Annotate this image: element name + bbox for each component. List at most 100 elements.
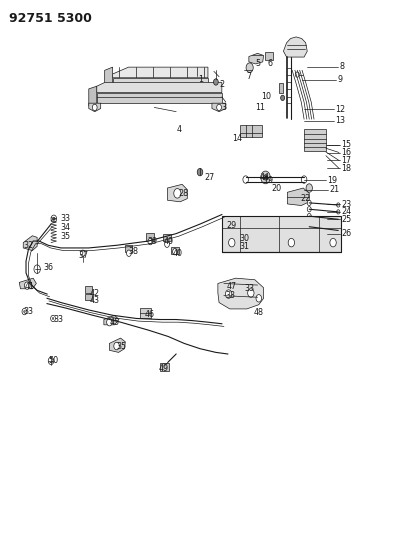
Text: 2: 2 (219, 80, 224, 89)
Text: 48: 48 (254, 308, 264, 317)
Circle shape (229, 238, 235, 247)
Bar (125, 245, 132, 252)
Text: 15: 15 (341, 140, 351, 149)
Polygon shape (222, 216, 341, 252)
Text: 22: 22 (300, 194, 310, 203)
Circle shape (226, 294, 228, 296)
Polygon shape (104, 316, 119, 325)
Circle shape (214, 79, 218, 85)
Text: 10: 10 (262, 92, 272, 101)
Text: 18: 18 (341, 164, 351, 173)
Text: 35: 35 (116, 342, 127, 351)
Polygon shape (110, 338, 125, 352)
Circle shape (281, 95, 285, 101)
Text: 31: 31 (240, 243, 250, 252)
Text: 21: 21 (329, 185, 339, 194)
Bar (85, 294, 92, 301)
Text: 28: 28 (178, 189, 188, 198)
Polygon shape (212, 103, 226, 112)
Text: 36: 36 (43, 263, 53, 272)
Circle shape (288, 238, 294, 247)
Circle shape (34, 265, 40, 273)
Text: 33: 33 (60, 214, 70, 223)
Text: 11: 11 (256, 103, 266, 112)
Circle shape (162, 364, 167, 371)
Circle shape (225, 292, 229, 298)
Polygon shape (249, 53, 264, 64)
Text: 33: 33 (53, 315, 63, 324)
Text: 6: 6 (268, 60, 272, 68)
Circle shape (51, 316, 56, 321)
Text: 47: 47 (227, 281, 237, 290)
Text: 23: 23 (341, 200, 351, 209)
Circle shape (197, 168, 203, 176)
Text: 42: 42 (90, 288, 100, 297)
Circle shape (48, 357, 54, 365)
Polygon shape (89, 86, 97, 106)
Circle shape (244, 287, 245, 289)
Bar (304, 128, 326, 151)
Text: 9: 9 (337, 75, 342, 84)
Circle shape (306, 184, 312, 192)
Text: 45: 45 (110, 318, 120, 327)
Circle shape (226, 290, 232, 298)
Text: 44: 44 (260, 173, 270, 182)
Text: 33: 33 (226, 291, 236, 300)
Circle shape (52, 317, 54, 319)
Text: 19: 19 (264, 175, 274, 184)
Text: 49: 49 (158, 364, 168, 373)
Circle shape (107, 318, 112, 326)
Circle shape (337, 210, 340, 214)
Text: 1: 1 (198, 75, 203, 84)
Circle shape (307, 207, 311, 212)
Bar (140, 308, 151, 318)
Polygon shape (113, 78, 208, 87)
Text: 26: 26 (341, 229, 351, 238)
Circle shape (148, 238, 153, 245)
Bar (279, 83, 283, 93)
Bar (172, 247, 178, 254)
Polygon shape (168, 184, 187, 202)
Circle shape (246, 63, 253, 72)
Circle shape (80, 250, 85, 256)
Text: 50: 50 (48, 357, 58, 366)
Text: 7: 7 (247, 72, 252, 81)
Circle shape (126, 250, 131, 256)
Text: 8: 8 (339, 62, 344, 71)
Circle shape (114, 342, 119, 350)
Bar (160, 363, 169, 372)
Text: 92751 5300: 92751 5300 (9, 12, 92, 25)
Text: 16: 16 (341, 148, 351, 157)
Bar (146, 233, 154, 241)
Circle shape (337, 203, 340, 207)
Text: 29: 29 (227, 221, 237, 230)
Circle shape (22, 309, 27, 315)
Text: 41: 41 (24, 282, 34, 291)
Text: 39: 39 (148, 237, 158, 246)
Circle shape (243, 176, 248, 183)
Circle shape (264, 175, 268, 180)
Circle shape (24, 311, 25, 313)
Text: 20: 20 (272, 183, 282, 192)
Text: 24: 24 (341, 207, 351, 216)
Text: 33: 33 (23, 307, 33, 316)
Text: 40: 40 (172, 249, 182, 258)
Circle shape (295, 72, 299, 77)
Circle shape (53, 217, 55, 220)
Bar (164, 234, 171, 241)
Circle shape (242, 285, 247, 291)
Circle shape (307, 223, 312, 230)
Polygon shape (105, 67, 113, 91)
Circle shape (256, 295, 262, 302)
Text: 34: 34 (60, 223, 70, 232)
Polygon shape (284, 37, 307, 57)
Circle shape (307, 214, 311, 219)
Text: 32: 32 (23, 241, 33, 250)
Bar (85, 286, 92, 293)
Text: 19: 19 (327, 175, 337, 184)
Text: 30: 30 (240, 235, 250, 244)
Text: 13: 13 (335, 116, 345, 125)
Text: 17: 17 (341, 156, 351, 165)
Polygon shape (97, 83, 222, 93)
Polygon shape (287, 188, 309, 206)
